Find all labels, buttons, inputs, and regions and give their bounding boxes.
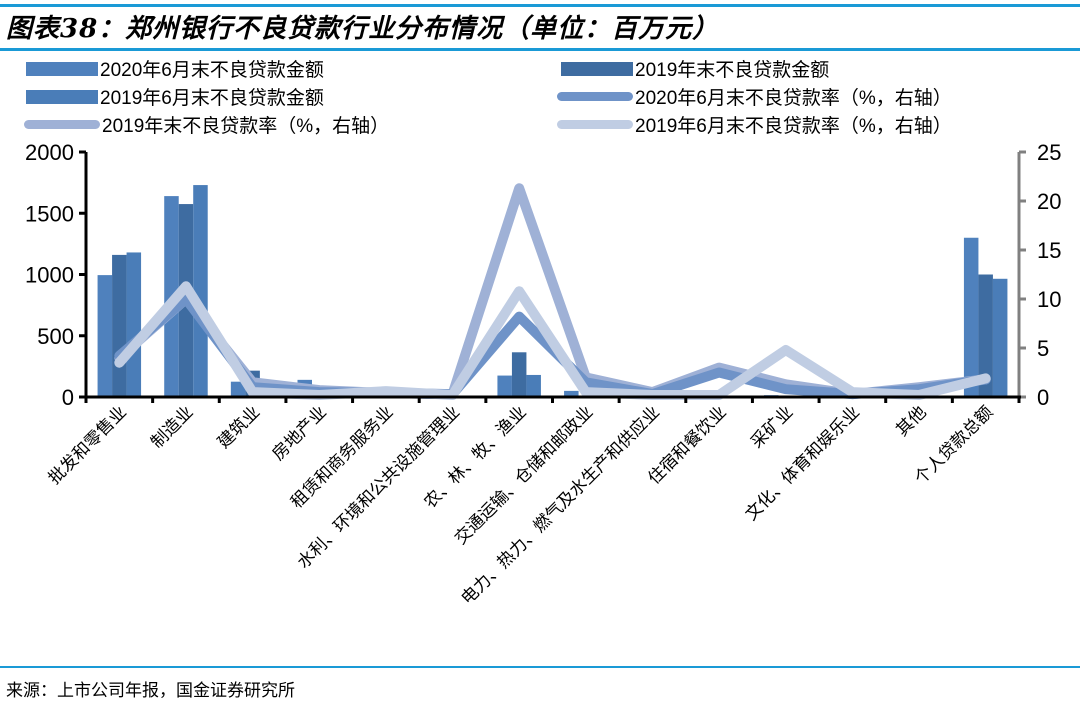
source-note: 来源：上市公司年报，国金证券研究所 — [6, 681, 295, 701]
top-rule — [0, 4, 1080, 7]
legend-item-2019ye-amount: 2019年末不良贷款金额 — [561, 55, 829, 82]
legend-swatch — [557, 120, 633, 129]
legend-swatch — [24, 120, 100, 129]
x-axis-category-label: 交通运输、仓储和邮政业 — [451, 402, 597, 548]
x-axis-category-label: 制造业 — [147, 402, 196, 451]
bar — [564, 390, 579, 397]
bar — [193, 185, 208, 397]
legend-label: 2019年6月末不良贷款率（%，右轴） — [635, 116, 952, 137]
right-axis-tick-label: 5 — [1037, 336, 1049, 361]
right-axis-tick-label: 0 — [1037, 385, 1049, 410]
axes-group: 0 500 1000 1500 2000 0 5 10 15 20 25 — [25, 140, 1061, 410]
x-axis-category-label: 建筑业 — [214, 402, 263, 451]
legend-item-2019h1-amount: 2019年6月末不良贷款金额 — [26, 83, 324, 110]
bar — [230, 381, 246, 397]
x-axis-category-label: 文化、体育和娱乐业 — [742, 402, 864, 524]
x-axis-category-label: 其他 — [892, 402, 929, 439]
legend-swatch — [557, 92, 633, 101]
legend-swatch — [26, 61, 98, 76]
right-axis-tick-label: 15 — [1037, 238, 1061, 263]
bar — [511, 352, 527, 397]
left-axis-tick-label: 0 — [62, 385, 74, 410]
bar — [978, 274, 993, 397]
legend-label: 2019年6月末不良贷款金额 — [100, 88, 324, 109]
right-axis-tick-label: 10 — [1037, 287, 1061, 312]
line-series-group — [114, 183, 991, 400]
title-rule — [0, 48, 1080, 51]
x-axis-category-label: 采矿业 — [747, 402, 796, 451]
rate-line — [114, 281, 991, 400]
legend-label: 2020年6月末不良贷款率（%，右轴） — [635, 88, 952, 109]
legend-item-2020h1-amount: 2020年6月末不良贷款金额 — [26, 55, 324, 82]
legend-item-2019h1-rate: 2019年6月末不良贷款率（%，右轴） — [557, 111, 952, 138]
legend-swatch — [26, 89, 98, 104]
right-axis-tick-label: 20 — [1037, 189, 1061, 214]
bar — [526, 374, 541, 397]
left-axis-tick-label: 1000 — [25, 263, 74, 288]
x-axis-category-label: 房地产业 — [269, 402, 331, 464]
legend-item-2020h1-rate: 2020年6月末不良贷款率（%，右轴） — [557, 83, 952, 110]
bar — [112, 254, 127, 397]
bar — [992, 278, 1008, 397]
chart-title: 图表38：郑州银行不良贷款行业分布情况（单位：百万元） — [6, 14, 720, 44]
left-axis-tick-label: 1500 — [25, 201, 74, 226]
bar — [497, 375, 512, 397]
bar — [97, 275, 113, 397]
bar — [963, 237, 979, 397]
bar — [126, 252, 142, 397]
legend-label: 2020年6月末不良贷款金额 — [100, 60, 324, 81]
x-axis-category-label: 批发和零售业 — [45, 402, 131, 488]
right-axis-tick-label: 25 — [1037, 140, 1061, 165]
left-axis-tick-label: 2000 — [25, 140, 74, 165]
legend-item-2019ye-rate: 2019年末不良贷款率（%，右轴） — [24, 111, 389, 138]
footer-rule — [0, 666, 1080, 668]
left-axis-tick-label: 500 — [37, 324, 74, 349]
legend-swatch — [561, 61, 633, 76]
rate-line — [114, 183, 991, 400]
legend-label: 2019年末不良贷款率（%，右轴） — [102, 116, 390, 137]
x-axis-labels: 批发和零售业 制造业 建筑业 房地产业租赁和商务服务业水利、环境和公共设施管理业农、林… — [45, 402, 997, 608]
legend-label: 2019年末不良贷款金额 — [635, 60, 830, 81]
